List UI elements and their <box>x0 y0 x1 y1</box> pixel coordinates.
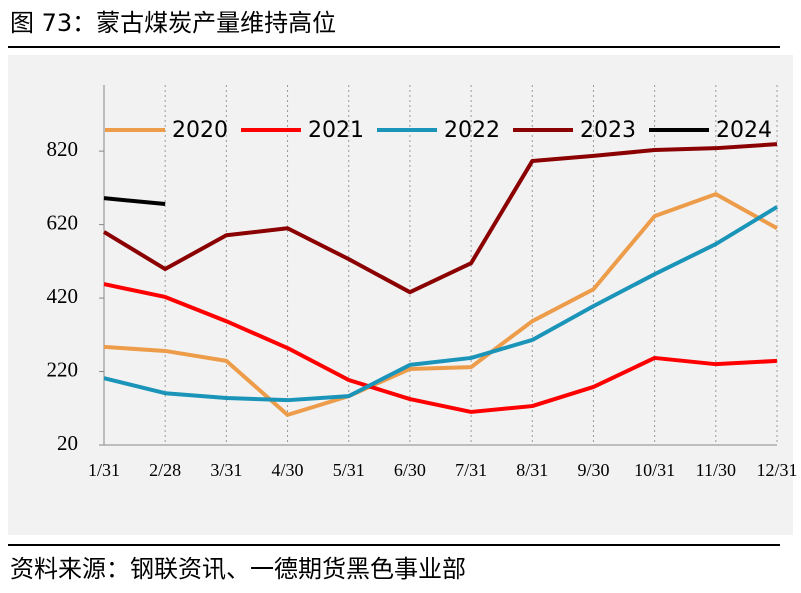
x-tick-label: 1/31 <box>88 460 120 480</box>
x-tick-label: 9/30 <box>577 460 609 480</box>
series-line <box>103 282 778 414</box>
series-line <box>103 192 778 417</box>
series-line <box>102 142 778 295</box>
chart-background <box>8 55 793 535</box>
x-tick-label: 8/31 <box>516 460 548 480</box>
series-line <box>103 205 779 403</box>
y-tick-label: 220 <box>47 357 79 381</box>
legend-label: 2022 <box>444 118 500 143</box>
x-tick-label: 2/28 <box>149 460 181 480</box>
legend-label: 2023 <box>580 118 636 143</box>
legend-label: 2021 <box>308 118 364 143</box>
x-tick-label: 11/30 <box>696 460 736 480</box>
x-tick-label: 3/31 <box>210 460 242 480</box>
x-tick-label: 4/30 <box>272 460 304 480</box>
source-note: 资料来源：钢联资讯、一德期货黑色事业部 <box>10 555 466 583</box>
x-tick-label: 5/31 <box>333 460 365 480</box>
y-tick-label: 420 <box>47 284 79 308</box>
x-tick-label: 6/30 <box>394 460 426 480</box>
legend-label: 2024 <box>716 118 772 143</box>
series-line <box>103 196 166 207</box>
y-tick-label: 20 <box>57 431 78 455</box>
x-tick-label: 7/31 <box>455 460 487 480</box>
x-tick-label: 12/31 <box>756 460 797 480</box>
figure-title: 图 73：蒙古煤炭产量维持高位 <box>10 9 336 37</box>
y-tick-label: 820 <box>47 137 79 161</box>
x-tick-label: 10/31 <box>634 460 675 480</box>
legend-label: 2020 <box>172 118 228 143</box>
y-tick-label: 620 <box>47 210 79 234</box>
